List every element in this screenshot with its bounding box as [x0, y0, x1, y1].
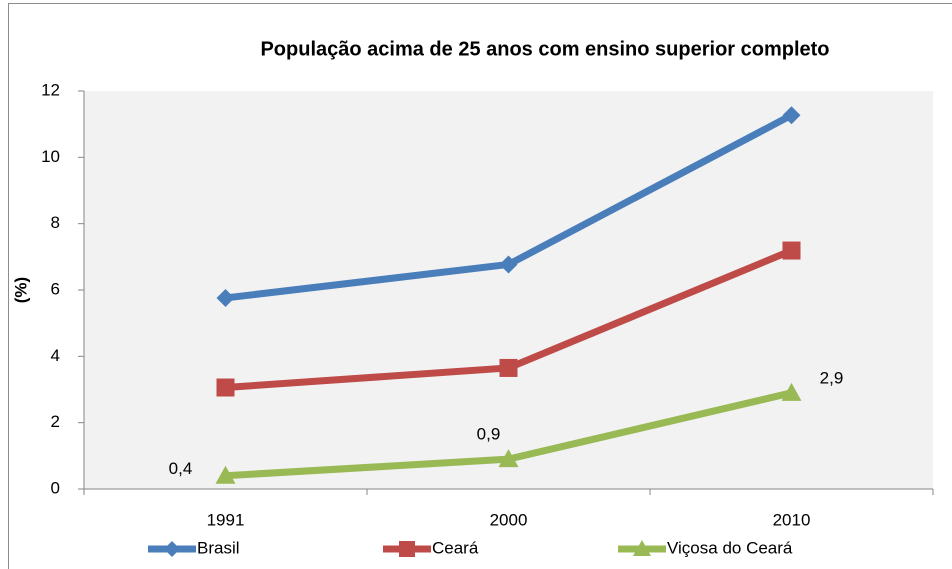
- marker: [399, 541, 415, 557]
- y-tick-label: 8: [51, 213, 60, 232]
- x-tick-label: 1991: [207, 510, 245, 529]
- y-tick-label: 2: [51, 412, 60, 431]
- marker: [499, 358, 518, 377]
- data-label: 0,4: [169, 459, 193, 478]
- marker: [498, 449, 519, 468]
- marker: [216, 378, 235, 397]
- data-label: 2,9: [820, 368, 844, 387]
- marker: [216, 288, 235, 307]
- marker: [781, 382, 802, 401]
- marker: [215, 465, 236, 484]
- marker: [782, 241, 801, 260]
- x-tick-label: 2000: [490, 510, 528, 529]
- marker: [499, 255, 518, 274]
- y-tick-label: 6: [51, 279, 60, 298]
- y-tick-label: 10: [41, 147, 60, 166]
- y-tick-label: 4: [51, 346, 60, 365]
- legend-label: Viçosa do Ceará: [667, 538, 793, 557]
- y-tick-label: 12: [41, 80, 60, 99]
- legend-label: Brasil: [197, 538, 240, 557]
- plot-area: [84, 91, 933, 489]
- y-tick-label: 0: [51, 478, 60, 497]
- data-label: 0,9: [477, 425, 501, 444]
- legend-label: Ceará: [432, 538, 479, 557]
- x-tick-label: 2010: [773, 510, 811, 529]
- y-axis-label: (%): [11, 277, 30, 303]
- marker: [633, 540, 651, 556]
- marker: [782, 106, 801, 125]
- marker: [164, 541, 180, 557]
- chart-title: População acima de 25 anos com ensino su…: [260, 38, 829, 60]
